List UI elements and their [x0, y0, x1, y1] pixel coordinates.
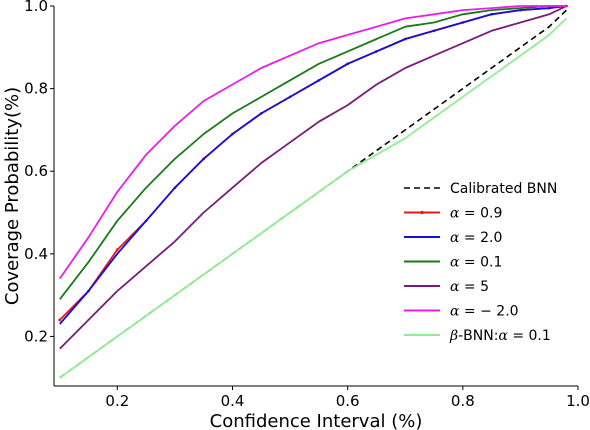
legend-label-alpha-0-9: α = 0.9 — [450, 206, 502, 222]
legend-label-part: Calibrated BNN — [450, 181, 557, 197]
series-point-alpha-0-9 — [115, 248, 119, 252]
legend-label-part: = 5 — [459, 279, 489, 295]
legend-label-alpha-5: α = 5 — [450, 279, 489, 295]
legend-label-part: α — [450, 304, 460, 320]
legend-label-part: β — [449, 328, 458, 344]
legend-label-part: α — [498, 328, 508, 344]
ticks-layer: 0.2 0.4 0.6 0.8 1.0 0.2 0.4 0.6 0.8 1.0 — [24, 0, 590, 410]
series-line-alpha-2-0 — [59, 5, 567, 280]
legend-label-calibrated-bnn: Calibrated BNN — [450, 181, 557, 197]
legend-label-part: = 0.9 — [459, 206, 502, 222]
legend-label-part: = 0.1 — [459, 255, 502, 271]
y-axis-label: Coverage Probability(%) — [2, 87, 23, 305]
series-line-calibrated-bnn — [59, 9, 568, 379]
series-line-alpha-0-1 — [59, 5, 567, 300]
y-tick-label: 0.2 — [24, 327, 48, 345]
series-line-beta-bnn-alpha-0-1 — [59, 17, 568, 379]
y-tick-label: 0.4 — [24, 245, 48, 263]
x-axis-label: Confidence Interval (%) — [210, 411, 423, 430]
legend-label-beta-bnn-alpha-0-1: β-BNN:α = 0.1 — [449, 328, 551, 344]
series-point-alpha-0-9 — [58, 318, 62, 322]
series-line-alpha-0-9 — [59, 5, 567, 321]
x-tick-label: 1.0 — [566, 392, 590, 410]
legend-label-alpha-2-0: α = − 2.0 — [450, 304, 519, 320]
legend-label-part: = 0.1 — [508, 328, 551, 344]
legend-label-part: α — [450, 230, 460, 246]
legend-label-alpha-2-0: α = 2.0 — [450, 230, 502, 246]
series-line-alpha-2-0 — [59, 5, 567, 325]
y-tick-label: 0.8 — [24, 80, 48, 98]
legend-label-alpha-0-1: α = 0.1 — [450, 255, 502, 271]
legend-marker-alpha-0-9 — [420, 210, 424, 215]
x-tick-label: 0.8 — [451, 392, 475, 410]
legend-label-part: α — [450, 255, 460, 271]
legend-label-part: α — [450, 206, 460, 222]
x-tick-label: 0.4 — [221, 392, 245, 410]
axes — [53, 6, 578, 387]
legend-label-part: = 2.0 — [459, 230, 502, 246]
y-tick-label: 1.0 — [24, 0, 48, 15]
legend-label-part: α — [450, 279, 460, 295]
x-tick-label: 0.2 — [105, 392, 129, 410]
legend-label-part: -BNN: — [458, 328, 498, 344]
series-layer — [58, 4, 568, 379]
series-line-alpha-5 — [59, 5, 567, 350]
x-tick-label: 0.6 — [336, 392, 360, 410]
y-tick-label: 0.6 — [24, 162, 48, 180]
legend-label-part: = − 2.0 — [459, 304, 518, 320]
